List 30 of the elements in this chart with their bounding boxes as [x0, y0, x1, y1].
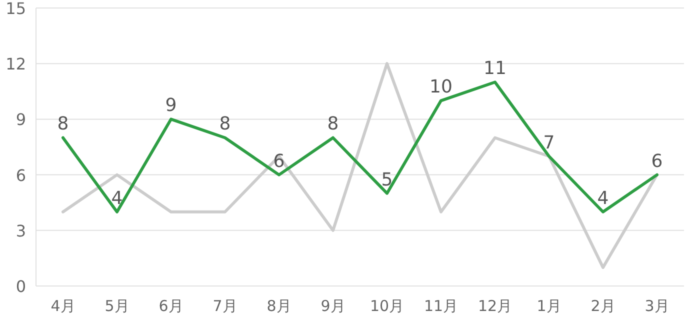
x-tick-label: 1月 — [536, 297, 562, 315]
x-tick-label: 4月 — [50, 297, 76, 315]
data-label: 6 — [651, 150, 663, 172]
x-tick-label: 5月 — [104, 297, 130, 315]
data-label: 8 — [327, 114, 339, 135]
y-tick-label: 15 — [6, 0, 26, 18]
data-label: 9 — [165, 95, 177, 116]
data-label: 11 — [484, 58, 506, 80]
data-label: 7 — [543, 132, 555, 154]
data-label: 8 — [57, 114, 69, 135]
x-tick-label: 11月 — [424, 297, 458, 315]
y-tick-label: 0 — [16, 277, 26, 296]
data-label: 6 — [273, 150, 285, 172]
x-tick-label: 7月 — [212, 297, 238, 315]
x-tick-label: 3月 — [644, 297, 670, 315]
y-tick-label: 6 — [16, 166, 26, 185]
data-label: 10 — [430, 76, 452, 98]
data-label: 4 — [111, 188, 123, 209]
x-tick-label: 9月 — [320, 297, 346, 315]
x-tick-label: 10月 — [370, 297, 404, 315]
x-tick-label: 12月 — [478, 297, 512, 315]
y-tick-label: 3 — [16, 221, 26, 240]
y-tick-label: 9 — [16, 110, 26, 130]
x-tick-label: 6月 — [158, 297, 184, 315]
x-tick-label: 2月 — [590, 297, 616, 315]
x-tick-label: 8月 — [266, 297, 292, 315]
data-label: 5 — [381, 169, 393, 190]
data-label: 8 — [219, 114, 231, 135]
y-tick-label: 12 — [6, 54, 26, 74]
data-label: 4 — [597, 188, 609, 209]
